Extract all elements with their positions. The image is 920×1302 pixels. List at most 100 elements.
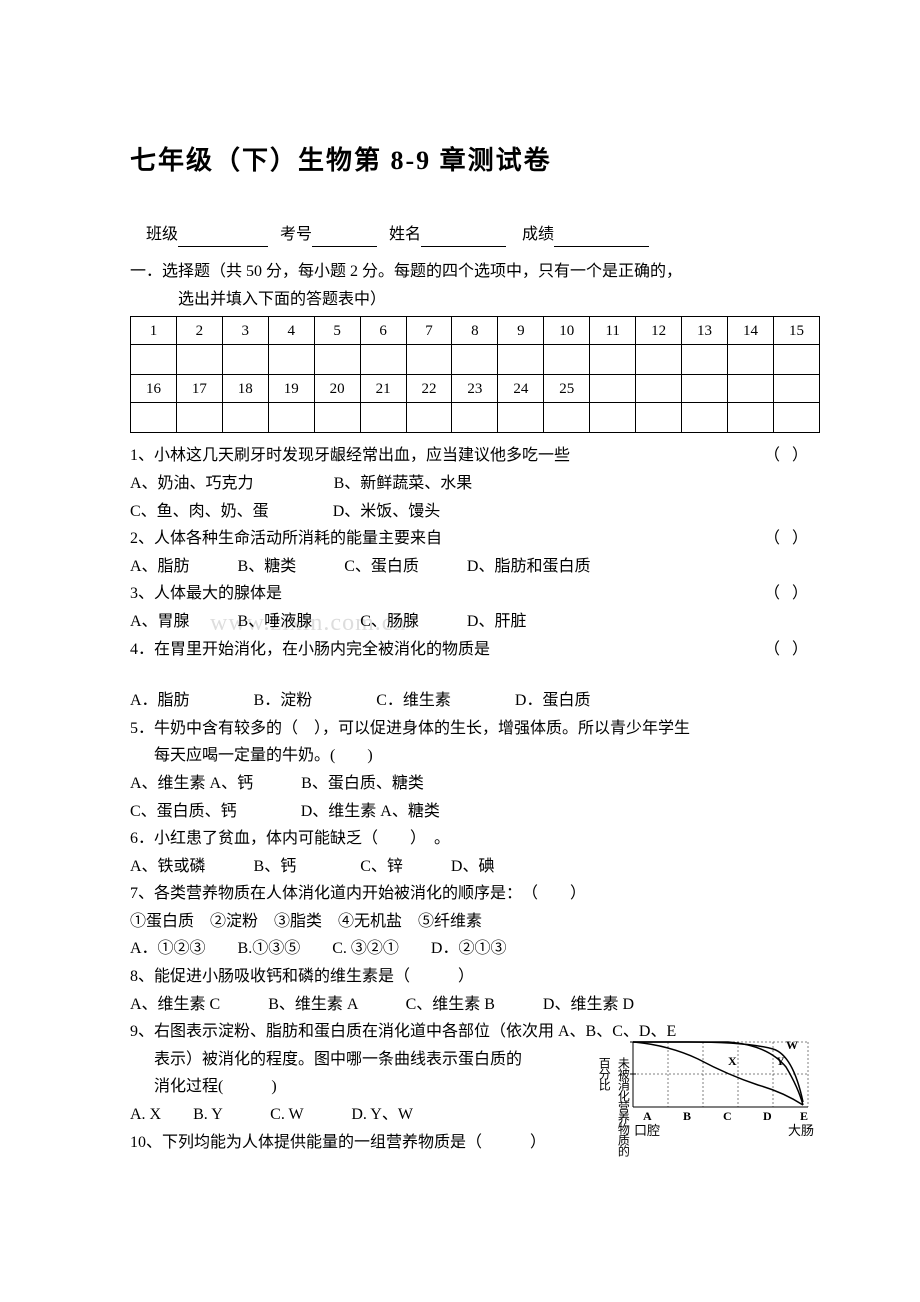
table-cell: 21 (360, 375, 406, 403)
question-4: （） 4．在胃里开始消化，在小肠内完全被消化的物质是 (130, 637, 820, 663)
question-7-options: A．①②③ B.①③⑤ C. ③②① D．②①③ (130, 936, 820, 962)
table-cell (590, 403, 636, 433)
option-c: C、鱼、肉、奶、蛋 (130, 503, 269, 520)
question-4-options: A．脂肪 B．淀粉 C．维生素 D．蛋白质 (130, 688, 820, 714)
question-1: （） 1、小林这几天刷牙时发现牙龈经常出血，应当建议他多吃一些 (130, 443, 820, 469)
question-2-options: A、脂肪 B、糖类 C、蛋白质 D、脂肪和蛋白质 (130, 554, 820, 580)
table-cell: 10 (544, 317, 590, 345)
table-cell (131, 403, 177, 433)
answer-paren: （） (764, 581, 820, 607)
name-blank (421, 246, 506, 247)
question-9-line3: 消化过程( ) (130, 1074, 820, 1100)
table-cell: 7 (406, 317, 452, 345)
table-cell: 16 (131, 375, 177, 403)
question-6: 6．小红患了贫血，体内可能缺乏（ ） 。 (130, 826, 820, 852)
table-cell (360, 403, 406, 433)
table-row: 1 2 3 4 5 6 7 8 9 10 11 12 13 14 15 (131, 317, 820, 345)
table-cell (360, 345, 406, 375)
question-6-options: A、铁或磷 B、钙 C、锌 D、碘 (130, 854, 820, 880)
table-cell (314, 345, 360, 375)
table-cell: 5 (314, 317, 360, 345)
question-1-options: A、奶油、巧克力 B、新鲜蔬菜、水果 (130, 471, 820, 497)
svg-text:B: B (683, 1109, 691, 1123)
table-cell: 11 (590, 317, 636, 345)
table-cell (406, 403, 452, 433)
svg-text:D: D (763, 1109, 772, 1123)
exam-no-label: 考号 (280, 226, 312, 243)
table-row (131, 403, 820, 433)
table-cell (590, 345, 636, 375)
question-text: 2、人体各种生命活动所消耗的能量主要来自 (130, 530, 442, 547)
table-cell (727, 375, 773, 403)
question-8: 8、能促进小肠吸收钙和磷的维生素是（ ） (130, 964, 820, 990)
answer-paren: （） (764, 526, 820, 552)
option-d: D、维生素 A、糖类 (301, 803, 440, 820)
table-cell (727, 345, 773, 375)
table-cell (682, 375, 728, 403)
question-text: 1、小林这几天刷牙时发现牙龈经常出血，应当建议他多吃一些 (130, 447, 570, 464)
table-cell: 25 (544, 375, 590, 403)
score-blank (554, 246, 649, 247)
table-cell (773, 375, 819, 403)
exam-no-blank (312, 246, 377, 247)
table-cell (314, 403, 360, 433)
option-a: A、维生素 A、钙 (130, 775, 253, 792)
table-cell (682, 403, 728, 433)
table-cell (544, 403, 590, 433)
option-b: B、新鲜蔬菜、水果 (334, 475, 473, 492)
question-3-options: A、胃腺 B、唾液腺 C、肠腺 D、肝脏 www.zixin.com.cn (130, 609, 820, 635)
option-a: A、奶油、巧克力 (130, 475, 254, 492)
table-row: 16 17 18 19 20 21 22 23 24 25 (131, 375, 820, 403)
table-cell (268, 403, 314, 433)
table-cell (452, 403, 498, 433)
table-cell: 12 (636, 317, 682, 345)
answer-paren: （） (764, 443, 820, 469)
table-cell (176, 403, 222, 433)
question-5-line2: 每天应喝一定量的牛奶。( ) (130, 743, 820, 769)
table-cell (773, 345, 819, 375)
table-cell (452, 345, 498, 375)
question-7-line2: ①蛋白质 ②淀粉 ③脂类 ④无机盐 ⑤纤维素 (130, 909, 820, 935)
table-cell: 13 (682, 317, 728, 345)
page-title: 七年级（下）生物第 8-9 章测试卷 (130, 140, 820, 182)
table-cell: 23 (452, 375, 498, 403)
table-cell (131, 345, 177, 375)
question-2: （） 2、人体各种生命活动所消耗的能量主要来自 (130, 526, 820, 552)
option-b: B、蛋白质、糖类 (301, 775, 424, 792)
table-cell (406, 345, 452, 375)
table-cell: 1 (131, 317, 177, 345)
option-text: A、胃腺 B、唾液腺 C、肠腺 D、肝脏 (130, 613, 526, 630)
table-cell: 9 (498, 317, 544, 345)
class-label: 班级 (146, 226, 178, 243)
table-cell (498, 345, 544, 375)
table-cell: 18 (222, 375, 268, 403)
table-cell: 2 (176, 317, 222, 345)
section-1-header: 一．选择题（共 50 分，每小题 2 分。每题的四个选项中，只有一个是正确的， (130, 259, 820, 285)
option-d: D、米饭、馒头 (333, 503, 441, 520)
question-3: （） 3、人体最大的腺体是 (130, 581, 820, 607)
table-cell (682, 345, 728, 375)
question-10: 10、下列均能为人体提供能量的一组营养物质是（ ） (130, 1130, 820, 1156)
svg-text:E: E (800, 1109, 808, 1123)
table-cell (636, 345, 682, 375)
table-row (131, 345, 820, 375)
option-c: C、蛋白质、钙 (130, 803, 237, 820)
table-cell (727, 403, 773, 433)
student-info-row: 班级 考号 姓名 成绩 (130, 222, 820, 248)
table-cell (222, 345, 268, 375)
table-cell (498, 403, 544, 433)
class-blank (178, 246, 268, 247)
table-cell: 8 (452, 317, 498, 345)
question-8-options: A、维生素 C B、维生素 A C、维生素 B D、维生素 D (130, 992, 820, 1018)
table-cell: 20 (314, 375, 360, 403)
table-cell (268, 345, 314, 375)
table-cell: 4 (268, 317, 314, 345)
table-cell: 15 (773, 317, 819, 345)
name-label: 姓名 (389, 226, 421, 243)
question-text: 4．在胃里开始消化，在小肠内完全被消化的物质是 (130, 641, 490, 658)
table-cell (773, 403, 819, 433)
score-label: 成绩 (522, 226, 554, 243)
table-cell (636, 375, 682, 403)
section-1-sub: 选出并填入下面的答题表中） (130, 287, 820, 313)
question-text: 3、人体最大的腺体是 (130, 585, 282, 602)
